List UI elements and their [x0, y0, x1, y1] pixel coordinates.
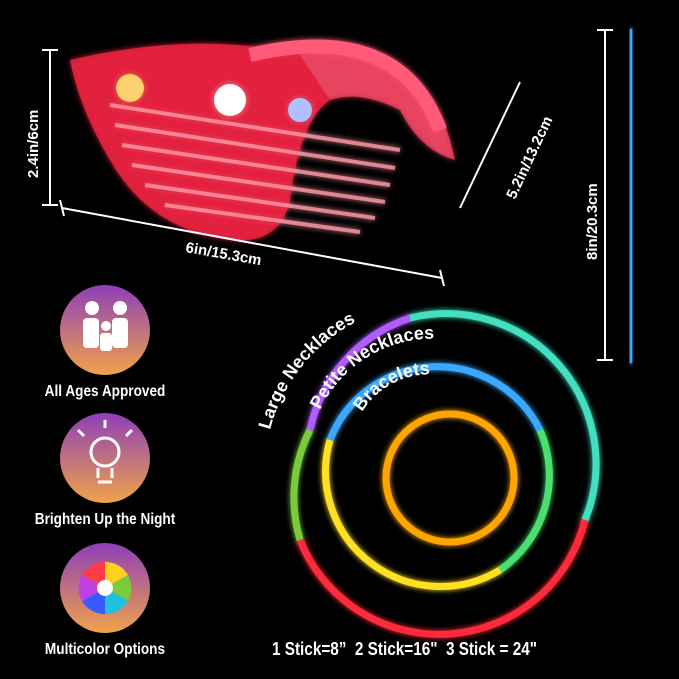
color-wheel-icon — [60, 543, 150, 633]
glasses-height-label: 2.4in/6cm — [25, 110, 42, 178]
svg-text:Bracelets: Bracelets — [349, 358, 430, 414]
dimension-lines — [42, 29, 613, 361]
stick-length-footer: 1 Stick=8” 2 Stick=16" 3 Stick = 24" — [272, 639, 538, 659]
feature-all-ages: All Ages Approved — [44, 383, 166, 400]
bracelet-ring — [382, 410, 518, 546]
glow-rings — [290, 310, 600, 638]
family-icon — [60, 285, 150, 375]
feature-brighten: Brighten Up the Night — [34, 511, 176, 528]
glow-stick — [626, 28, 636, 364]
glasses-arm-label: 5.2in/13.2cm — [503, 114, 556, 202]
bracelets-label: Bracelets — [349, 358, 430, 414]
stick-length-label: 8in/20.3cm — [584, 183, 601, 260]
large-necklace-ring — [290, 310, 600, 638]
light-bulb-icon — [60, 413, 150, 503]
shutter-glasses — [70, 39, 455, 241]
petite-necklace-ring — [322, 363, 553, 591]
feature-multicolor: Multicolor Options — [44, 641, 166, 658]
